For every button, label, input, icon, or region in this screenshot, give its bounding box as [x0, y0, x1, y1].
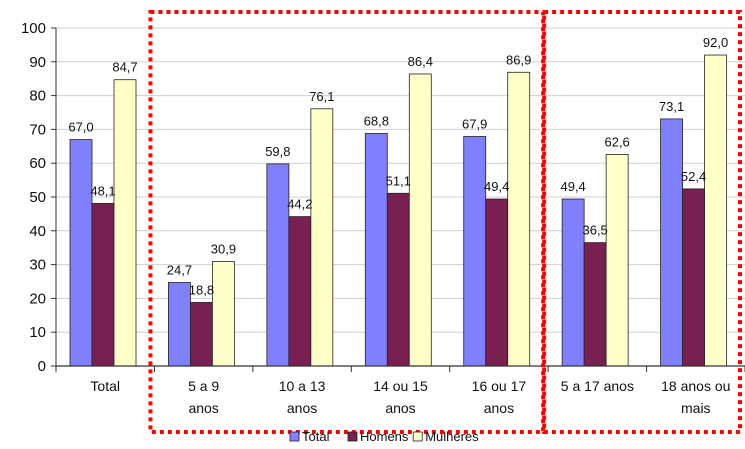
- bar: [485, 198, 509, 367]
- bar-value-label: 67,0: [68, 120, 93, 135]
- bar-value-label: 18,8: [189, 282, 214, 297]
- highlight-box: [148, 10, 546, 434]
- bar-value-label: 59,8: [265, 144, 290, 159]
- highlight-boxes: [148, 10, 743, 434]
- legend-swatch: [289, 431, 300, 442]
- x-tick-label: 5 a 9: [188, 378, 219, 394]
- bar-value-label: 24,7: [167, 263, 192, 278]
- x-tick-label: anos: [188, 400, 218, 416]
- bar: [561, 198, 585, 367]
- x-tick-label: anos: [484, 400, 514, 416]
- bar: [91, 203, 115, 367]
- bar-value-label: 67,9: [462, 116, 487, 131]
- bar-value-label: 44,2: [287, 197, 312, 212]
- bar-value-label: 73,1: [659, 99, 684, 114]
- bar-value-label: 49,4: [560, 179, 585, 194]
- legend-label: Mulheres: [425, 429, 479, 444]
- bar: [682, 188, 705, 367]
- bar-value-label: 86,4: [408, 54, 433, 69]
- bar: [364, 133, 388, 367]
- bar: [605, 154, 629, 367]
- bars: [69, 54, 727, 367]
- bar-value-label: 48,1: [90, 183, 115, 198]
- bar: [212, 261, 235, 367]
- highlight-box: [542, 10, 743, 434]
- bar: [408, 73, 432, 367]
- x-tick-label: Total: [90, 378, 120, 394]
- bar-value-label: 36,5: [582, 223, 607, 238]
- y-tick-label: 30: [29, 257, 46, 274]
- bar: [190, 302, 213, 367]
- bar: [69, 139, 93, 367]
- legend-label: Homens: [360, 429, 409, 444]
- bar: [704, 54, 727, 367]
- bar: [463, 136, 487, 367]
- bar: [386, 192, 410, 367]
- bar-value-label: 51,1: [386, 173, 411, 188]
- bar: [266, 163, 290, 367]
- bar: [583, 242, 607, 367]
- y-tick-label: 20: [29, 290, 46, 307]
- bar: [288, 216, 312, 367]
- y-tick-label: 40: [29, 223, 46, 240]
- y-tick-label: 70: [29, 121, 46, 138]
- x-tick-label: 14 ou 15: [373, 378, 428, 394]
- y-tick-label: 0: [38, 358, 46, 375]
- bar-value-label: 92,0: [703, 35, 728, 50]
- bar-value-label: 68,8: [364, 113, 389, 128]
- x-tick-label: 10 a 13: [279, 378, 326, 394]
- legend-swatch: [347, 431, 358, 442]
- x-tick-label: anos: [287, 400, 317, 416]
- y-tick-label: 10: [29, 324, 46, 341]
- x-tick-label: mais: [681, 400, 711, 416]
- y-tick-label: 80: [29, 88, 46, 105]
- y-tick-label: 90: [29, 54, 46, 71]
- legend-swatch: [412, 431, 423, 442]
- bar-value-label: 52,4: [681, 169, 706, 184]
- y-tick-label: 60: [29, 155, 46, 172]
- data-labels: 67,0 48,1 84,7 24,7 18,8 30,9 59,8 44,2 76,1 68,8…: [68, 35, 728, 297]
- legend-label: Total: [302, 429, 330, 444]
- bar: [113, 79, 137, 367]
- y-tick-label: 100: [21, 20, 46, 37]
- bar-value-label: 86,9: [506, 52, 531, 67]
- x-tick-label: 18 anos ou: [661, 378, 730, 394]
- bar-value-label: 84,7: [112, 60, 137, 75]
- bar: [660, 118, 683, 367]
- bar: [507, 71, 531, 367]
- bar: [168, 282, 191, 367]
- bar-value-label: 62,6: [604, 134, 629, 149]
- legend: Total Homens Mulheres: [289, 429, 479, 444]
- bar-value-label: 76,1: [309, 89, 334, 104]
- bar: [310, 108, 334, 367]
- x-tick-label: anos: [385, 400, 415, 416]
- bar-value-label: 49,4: [484, 179, 509, 194]
- axes: 0 10 20 30 40 50 60 70 80 90 100 Total 5 a 9 anos 10 a…: [21, 20, 745, 416]
- bar-value-label: 30,9: [211, 242, 236, 257]
- x-tick-label: 5 a 17 anos: [561, 378, 634, 394]
- y-tick-label: 50: [29, 189, 46, 206]
- x-tick-label: 16 ou 17: [472, 378, 527, 394]
